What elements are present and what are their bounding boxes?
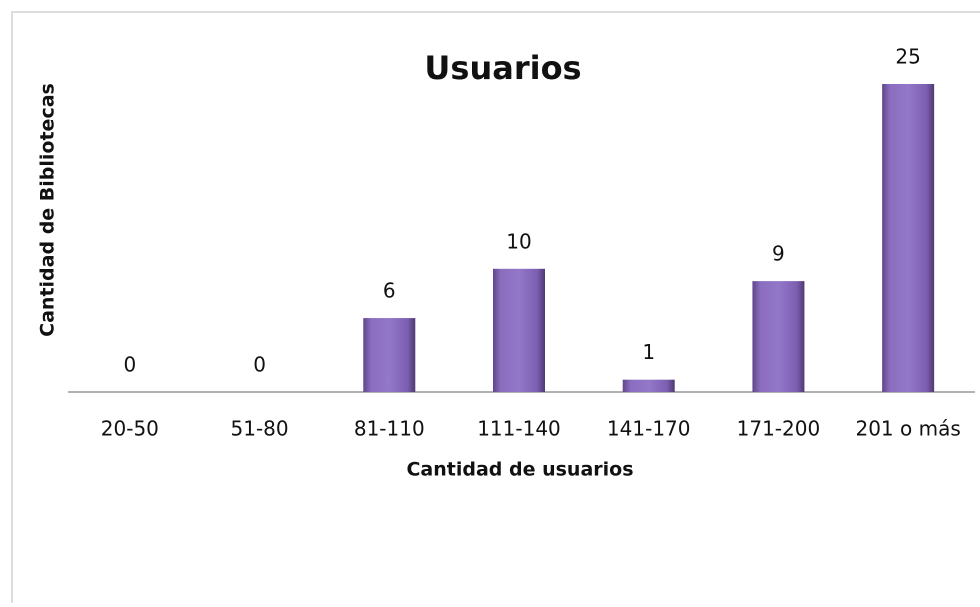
x-axis-label: Cantidad de usuarios xyxy=(406,459,633,481)
x-tick-label: 141-170 xyxy=(607,417,691,441)
bar xyxy=(882,84,935,392)
x-tick-label: 51-80 xyxy=(231,417,289,441)
bar xyxy=(622,379,675,392)
x-tick-label: 201 o más xyxy=(855,417,960,441)
x-tick-label: 20-50 xyxy=(101,417,159,441)
data-label: 10 xyxy=(506,229,531,253)
bar xyxy=(752,281,805,392)
x-tick-label: 111-140 xyxy=(477,417,561,441)
chart-title: Usuarios xyxy=(424,49,581,87)
x-tick-label: 81-110 xyxy=(354,417,425,441)
data-label: 25 xyxy=(895,45,920,69)
frame xyxy=(11,11,980,603)
bar xyxy=(493,268,545,392)
data-label: 1 xyxy=(642,340,655,364)
data-label: 6 xyxy=(383,279,396,303)
y-axis-label: Cantidad de Bibliotecas xyxy=(37,83,59,337)
bar xyxy=(363,318,416,392)
data-label: 0 xyxy=(253,353,266,377)
data-label: 0 xyxy=(123,353,136,377)
x-tick-label: 171-200 xyxy=(737,417,821,441)
data-label: 9 xyxy=(772,242,785,266)
